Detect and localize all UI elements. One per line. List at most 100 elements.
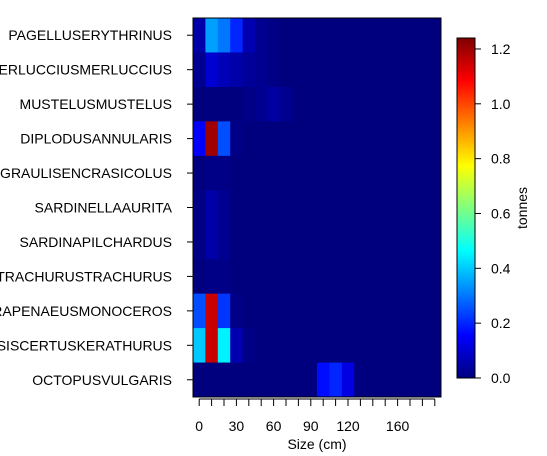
heatmap-cell (329, 328, 343, 363)
heatmap-cells (193, 18, 442, 398)
heatmap-cell (267, 18, 281, 53)
x-tick-label: 90 (303, 418, 319, 434)
heatmap-cell (317, 18, 330, 53)
heatmap-cell (279, 224, 293, 260)
heatmap-cell (292, 259, 305, 295)
heatmap-cell (403, 259, 417, 295)
x-tick-label: 0 (195, 418, 203, 434)
heatmap-cell (341, 328, 355, 363)
heatmap-cell (317, 121, 330, 157)
heatmap-cell (230, 86, 243, 122)
heatmap-cell (267, 155, 281, 191)
heatmap-cell (329, 224, 343, 260)
heatmap-cell (391, 190, 405, 226)
heatmap-cell (230, 259, 243, 295)
heatmap-cell (391, 328, 405, 363)
heatmap-cell (255, 155, 268, 191)
heatmap-cell (267, 362, 281, 398)
heatmap-cell (317, 259, 330, 295)
heatmap-cell (329, 155, 343, 191)
heatmap-cell (304, 155, 318, 191)
heatmap-cell (279, 362, 293, 398)
heatmap-cell (255, 328, 268, 363)
legend-tick-label: 0.0 (491, 370, 511, 386)
heatmap-cell (193, 293, 206, 329)
heatmap-cell (279, 293, 293, 329)
species-label: TRACHURUSTRACHURUS (0, 268, 172, 284)
heatmap-cell (230, 52, 243, 88)
species-label: PAGELLUSERYTHRINUS (8, 27, 172, 43)
x-axis-title: Size (cm) (287, 436, 346, 452)
species-label: METAPENAEOPSISCERTUSKERATHURUS (0, 337, 172, 353)
heatmap-cell (279, 190, 293, 226)
heatmap-cell (205, 190, 219, 226)
heatmap-cell (329, 293, 343, 329)
heatmap-cell (354, 224, 367, 260)
heatmap-cell (217, 18, 231, 53)
heatmap-cell (379, 362, 392, 398)
heatmap-cell (193, 259, 206, 295)
heatmap-cell (279, 52, 293, 88)
heatmap-cell (329, 121, 343, 157)
heatmap-cell (391, 86, 405, 122)
heatmap-cell (304, 121, 318, 157)
heatmap-cell (242, 155, 256, 191)
heatmap-cell (267, 259, 281, 295)
heatmap-cell (379, 18, 392, 53)
heatmap-cell (341, 155, 355, 191)
heatmap-cell (267, 121, 281, 157)
heatmap-cell (267, 86, 281, 122)
species-label: ENGRAULISENCRASICOLUS (0, 165, 172, 181)
heatmap-cell (292, 362, 305, 398)
heatmap-cell (242, 362, 256, 398)
heatmap-cell (242, 224, 256, 260)
heatmap-cell (242, 52, 256, 88)
heatmap-cell (416, 121, 429, 157)
heatmap-cell (217, 155, 231, 191)
heatmap-cell (279, 86, 293, 122)
heatmap-cell (366, 155, 380, 191)
heatmap-cell (391, 121, 405, 157)
heatmap-cell (205, 18, 219, 53)
heatmap-cell (341, 259, 355, 295)
heatmap-cell (354, 259, 367, 295)
heatmap-cell (279, 328, 293, 363)
legend-color-bar (456, 37, 476, 379)
heatmap-cell (230, 293, 243, 329)
heatmap-cell (379, 52, 392, 88)
heatmap-cell (193, 86, 206, 122)
heatmap-cell (193, 18, 206, 53)
heatmap-cell (341, 121, 355, 157)
heatmap-cell (205, 155, 219, 191)
heatmap-cell (193, 362, 206, 398)
legend-tick-label: 1.0 (491, 96, 511, 112)
legend-tick-label: 0.6 (491, 205, 511, 221)
heatmap-cell (304, 328, 318, 363)
heatmap-cell (329, 52, 343, 88)
heatmap-cell (304, 86, 318, 122)
heatmap-cell (366, 362, 380, 398)
heatmap-cell (317, 86, 330, 122)
heatmap-cell (379, 155, 392, 191)
heatmap-cell (416, 328, 429, 363)
heatmap-cell (366, 190, 380, 226)
heatmap-cell (255, 293, 268, 329)
heatmap-cell (242, 293, 256, 329)
heatmap-cell (242, 121, 256, 157)
heatmap-cell (317, 293, 330, 329)
heatmap-cell (255, 86, 268, 122)
heatmap-cell (304, 259, 318, 295)
species-label: SARDINAPILCHARDUS (20, 234, 172, 250)
heatmap-cell (193, 190, 206, 226)
heatmap-cell (205, 86, 219, 122)
heatmap-cell (366, 121, 380, 157)
heatmap-cell (304, 18, 318, 53)
heatmap-cell (354, 52, 367, 88)
heatmap-cell (217, 328, 231, 363)
heatmap-cell (366, 328, 380, 363)
heatmap-cell (242, 86, 256, 122)
heatmap-cell (255, 259, 268, 295)
heatmap-cell (354, 328, 367, 363)
heatmap-cell (416, 86, 429, 122)
heatmap-cell (366, 18, 380, 53)
